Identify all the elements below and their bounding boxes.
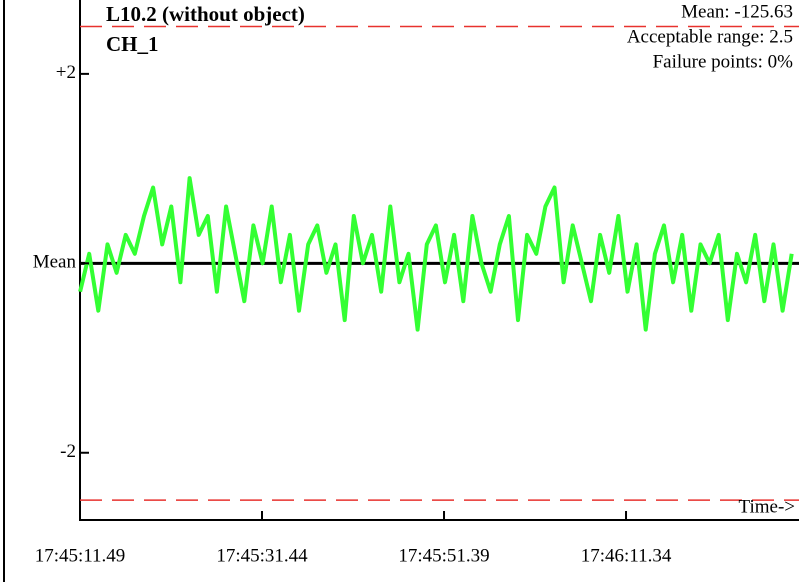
y-tick-label: -2 [60, 441, 76, 462]
chart-title: L10.2 (without object) [106, 2, 305, 26]
x-tick-label: 17:46:11.34 [581, 545, 672, 566]
y-tick-label: +2 [56, 62, 76, 83]
annotation: Acceptable range: 2.5 [627, 26, 793, 47]
signal-line [78, 176, 794, 332]
x-axis-label: Time-> [739, 496, 795, 517]
y-tick-label: Mean [33, 252, 77, 273]
annotation: Mean: -125.63 [681, 1, 793, 22]
x-tick-label: 17:45:51.39 [398, 545, 489, 566]
x-tick-label: 17:45:31.44 [216, 545, 308, 566]
chart-subtitle: CH_1 [106, 32, 159, 56]
annotation: Failure points: 0% [653, 51, 794, 72]
x-tick-label: 17:45:11.49 [35, 545, 126, 566]
